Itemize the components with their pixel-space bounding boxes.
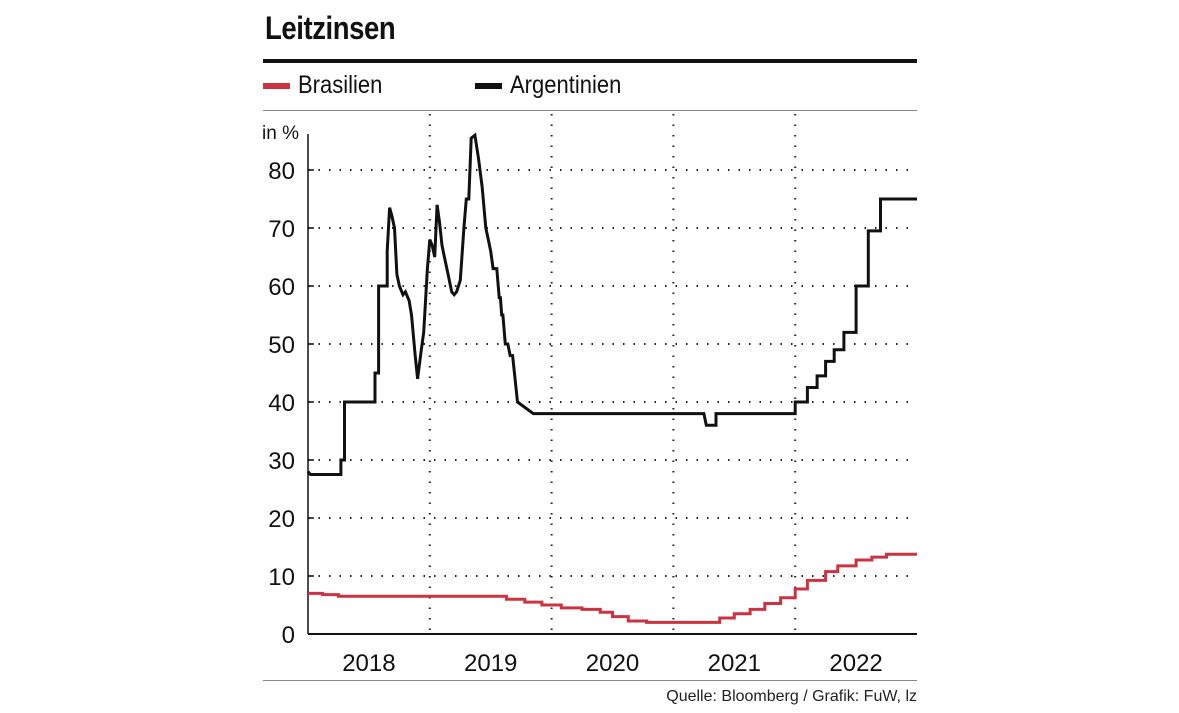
series-line-argentinien bbox=[306, 132, 917, 476]
y-tick-label-60: 60 bbox=[268, 274, 295, 301]
legend-label-brasilien: Brasilien bbox=[298, 71, 383, 99]
y-tick-label-20: 20 bbox=[268, 506, 295, 533]
legend-label-argentinien: Argentinien bbox=[510, 71, 622, 99]
y-tick-label-10: 10 bbox=[268, 564, 295, 591]
legend: Brasilien Argentinien bbox=[263, 66, 917, 108]
chart-title: Leitzinsen bbox=[265, 10, 396, 46]
legend-swatch-argentinien bbox=[475, 82, 502, 89]
legend-rule bbox=[263, 110, 917, 111]
legend-swatch-brasilien bbox=[263, 82, 290, 89]
legend-item-argentinien: Argentinien bbox=[475, 71, 636, 100]
y-tick-label-70: 70 bbox=[268, 216, 295, 243]
x-tick-label-2018: 2018 bbox=[342, 650, 395, 677]
grid bbox=[308, 114, 917, 634]
tick-labels: 0 10 20 30 40 50 60 70 80 2018 2019 2020 2021 2022 bbox=[268, 158, 882, 677]
source-note: Quelle: Bloomberg / Grafik: FuW, lz bbox=[666, 688, 917, 705]
y-tick-label-80: 80 bbox=[268, 158, 295, 185]
series bbox=[306, 132, 917, 624]
legend-item-brasilien: Brasilien bbox=[263, 71, 394, 100]
y-tick-label-30: 30 bbox=[268, 448, 295, 475]
x-tick-label-2019: 2019 bbox=[464, 650, 517, 677]
series-line-brasilien bbox=[308, 552, 917, 624]
x-tick-label-2021: 2021 bbox=[708, 650, 761, 677]
x-tick-label-2022: 2022 bbox=[829, 650, 882, 677]
y-tick-label-0: 0 bbox=[282, 622, 295, 649]
footer-rule bbox=[263, 680, 917, 681]
x-tick-label-2020: 2020 bbox=[586, 650, 639, 677]
axes bbox=[307, 134, 917, 635]
y-axis-unit: in % bbox=[262, 123, 299, 144]
y-tick-label-50: 50 bbox=[268, 332, 295, 359]
y-tick-label-40: 40 bbox=[268, 390, 295, 417]
title-rule bbox=[263, 59, 917, 63]
